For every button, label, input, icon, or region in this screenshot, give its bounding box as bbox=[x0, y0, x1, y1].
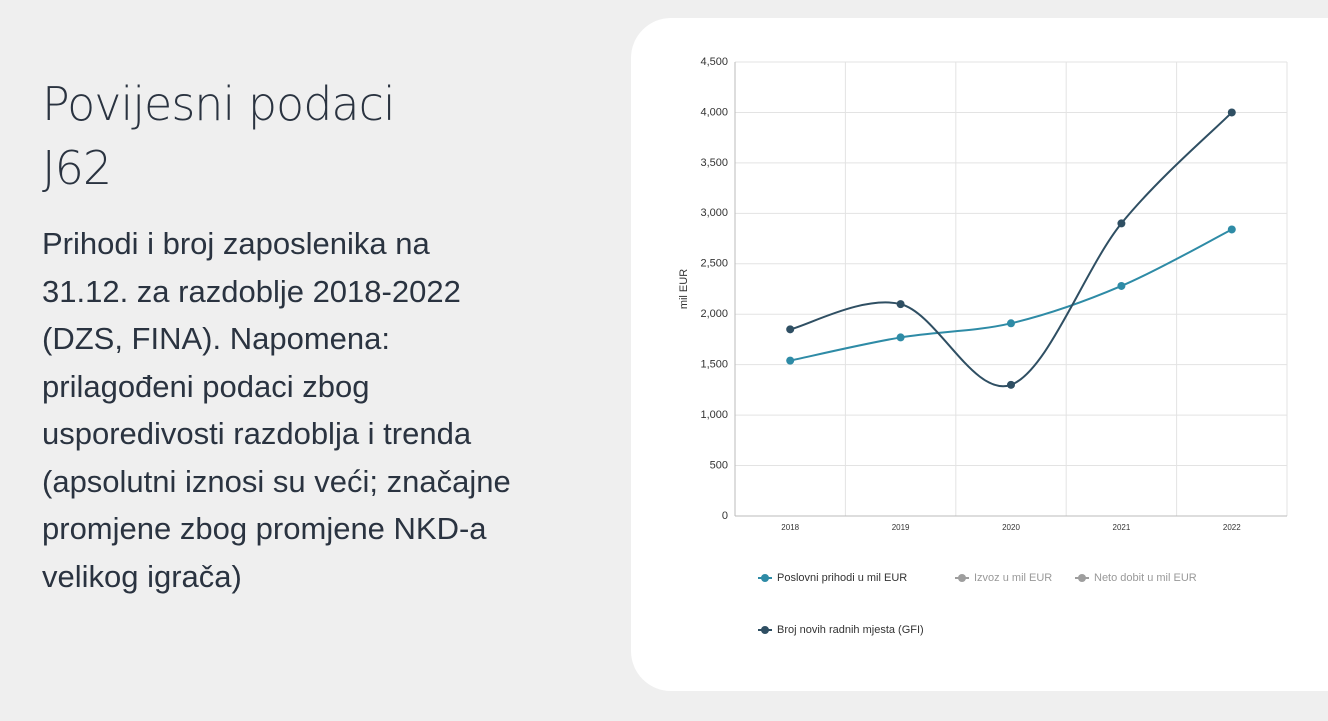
legend-dot bbox=[761, 626, 769, 634]
y-tick-label: 500 bbox=[710, 459, 728, 471]
x-tick-label: 2020 bbox=[1002, 523, 1020, 532]
y-tick-label: 4,000 bbox=[700, 106, 728, 118]
y-tick-label: 2,000 bbox=[700, 308, 728, 320]
y-tick-label: 1,500 bbox=[700, 359, 728, 371]
y-tick-label: 3,500 bbox=[700, 157, 728, 169]
point bbox=[1007, 319, 1015, 328]
legend-label: Izvoz u mil EUR bbox=[974, 572, 1052, 584]
point bbox=[786, 356, 795, 365]
point bbox=[1227, 225, 1236, 234]
x-tick-label: 2018 bbox=[781, 523, 799, 532]
legend-dot bbox=[958, 574, 966, 582]
point bbox=[1227, 108, 1236, 117]
card bbox=[631, 18, 1328, 691]
legend-dot bbox=[761, 574, 769, 582]
legend-dot bbox=[1078, 574, 1086, 582]
text-block: Povijesni podaci J62 Prihodi i broj zapo… bbox=[42, 72, 512, 600]
x-tick-label: 2021 bbox=[1113, 523, 1131, 532]
point bbox=[896, 333, 905, 342]
x-tick-label: 2019 bbox=[892, 523, 910, 532]
point bbox=[1007, 380, 1015, 389]
legend-label: Poslovni prihodi u mil EUR bbox=[777, 572, 907, 584]
legend-label: Neto dobit u mil EUR bbox=[1094, 572, 1197, 584]
point bbox=[1117, 281, 1126, 290]
point bbox=[1117, 219, 1126, 228]
point bbox=[896, 300, 905, 309]
point bbox=[786, 325, 795, 334]
line bbox=[789, 111, 1233, 388]
x-tick-label: 2022 bbox=[1223, 523, 1241, 532]
y-tick-label: 1,000 bbox=[700, 409, 728, 421]
heading: Povijesni podaci J62 bbox=[42, 77, 396, 195]
y-axis-label: mil EUR bbox=[678, 269, 690, 309]
y-tick-label: 0 bbox=[722, 510, 728, 522]
description: Prihodi i broj zaposlenika na 31.12. za … bbox=[42, 226, 511, 594]
y-tick-label: 4,500 bbox=[700, 56, 728, 68]
y-tick-label: 2,500 bbox=[700, 258, 728, 270]
y-tick-label: 3,000 bbox=[700, 207, 728, 219]
legend-label: Broj novih radnih mjesta (GFI) bbox=[777, 624, 924, 636]
